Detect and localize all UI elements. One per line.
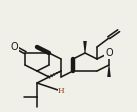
Text: H: H — [58, 87, 64, 95]
Polygon shape — [107, 65, 111, 77]
Text: O: O — [105, 48, 113, 58]
Text: O: O — [10, 42, 18, 52]
Polygon shape — [83, 41, 87, 53]
